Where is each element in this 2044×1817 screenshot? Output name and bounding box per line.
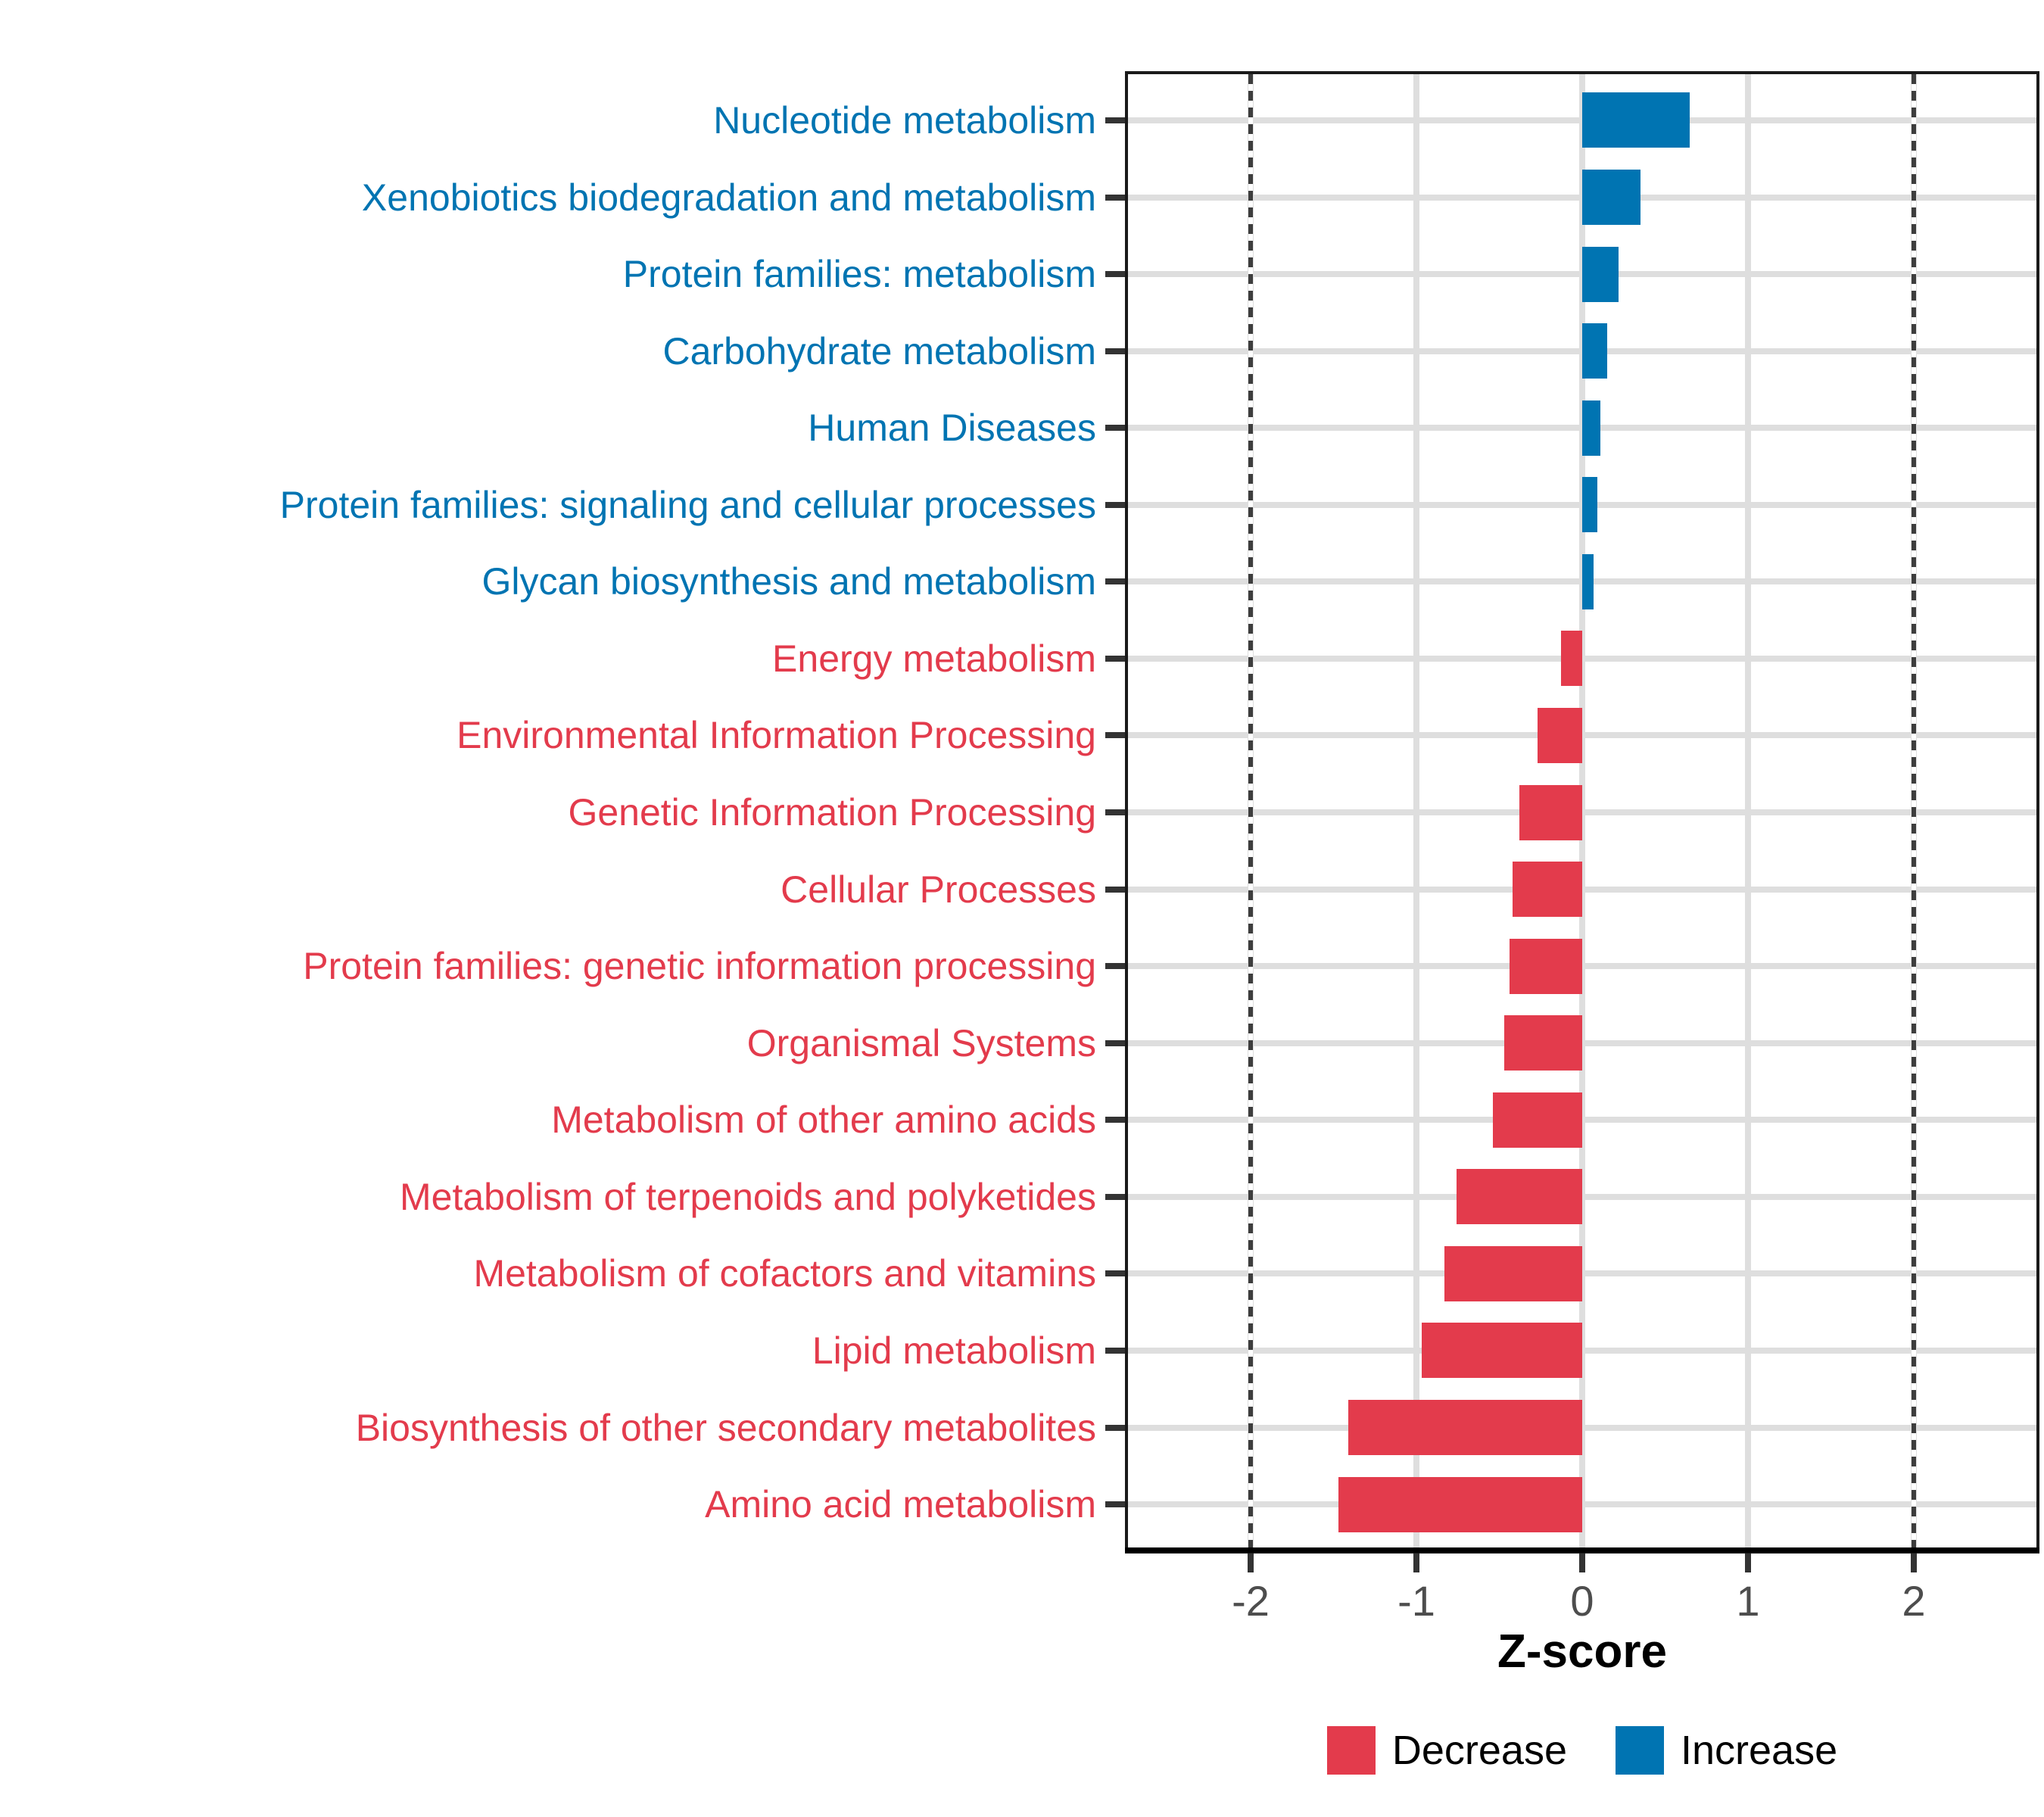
y-axis-tick <box>1105 1117 1128 1124</box>
bar <box>1519 784 1582 840</box>
dashed-reference-line <box>1911 74 1916 1551</box>
gridline-horizontal <box>1128 1347 2036 1354</box>
category-label: Human Diseases <box>808 407 1096 450</box>
y-axis-tick <box>1105 501 1128 508</box>
category-label: Protein families: signaling and cellular… <box>279 483 1096 526</box>
y-axis-tick <box>1105 732 1128 739</box>
bar <box>1444 1245 1582 1301</box>
y-axis-tick <box>1105 578 1128 585</box>
category-label: Glycan biosynthesis and metabolism <box>481 560 1097 603</box>
gridline-horizontal <box>1128 886 2036 893</box>
y-axis-tick <box>1105 655 1128 662</box>
gridline-horizontal <box>1128 1117 2036 1124</box>
y-axis-tick <box>1105 1039 1128 1046</box>
gridline-horizontal <box>1128 1193 2036 1200</box>
gridline-horizontal <box>1128 1270 2036 1277</box>
y-axis-tick <box>1105 1193 1128 1200</box>
bar <box>1338 1476 1582 1532</box>
gridline-horizontal <box>1128 963 2036 970</box>
category-label: Xenobiotics biodegradation and metabolis… <box>361 176 1096 219</box>
category-label: Metabolism of cofactors and vitamins <box>473 1252 1096 1295</box>
x-axis-title: Z-score <box>1497 1625 1667 1678</box>
bar <box>1582 246 1619 302</box>
category-label: Biosynthesis of other secondary metaboli… <box>355 1406 1096 1449</box>
legend-item-increase: Increase <box>1615 1726 1838 1775</box>
gridline-horizontal <box>1128 1424 2036 1431</box>
x-axis-tick <box>1579 1553 1585 1572</box>
category-label: Protein families: metabolism <box>622 253 1096 296</box>
category-label: Lipid metabolism <box>812 1329 1096 1372</box>
gridline-horizontal <box>1128 1039 2036 1046</box>
category-label: Genetic Information Processing <box>568 791 1096 834</box>
legend-label-increase: Increase <box>1680 1728 1838 1773</box>
y-axis-tick <box>1105 348 1128 354</box>
x-axis-tick <box>1744 1553 1751 1572</box>
y-axis-tick <box>1105 1424 1128 1431</box>
category-label: Metabolism of other amino acids <box>551 1099 1096 1142</box>
y-axis-tick <box>1105 963 1128 970</box>
category-label: Nucleotide metabolism <box>713 98 1096 142</box>
x-axis-line <box>1125 1547 2039 1553</box>
category-label: Metabolism of terpenoids and polyketides <box>400 1175 1096 1218</box>
y-axis-tick <box>1105 1347 1128 1354</box>
legend-swatch-decrease-icon <box>1326 1726 1376 1775</box>
gridline-horizontal <box>1128 732 2036 739</box>
y-axis-tick <box>1105 194 1128 201</box>
x-tick-label: 1 <box>1736 1577 1760 1625</box>
bar <box>1582 323 1607 379</box>
x-tick-label: 2 <box>1902 1577 1926 1625</box>
legend-label-decrease: Decrease <box>1391 1728 1567 1773</box>
category-label: Cellular Processes <box>781 868 1096 911</box>
bar <box>1456 1169 1582 1225</box>
bar <box>1504 1015 1582 1071</box>
y-axis-tick <box>1105 809 1128 815</box>
category-label: Carbohydrate metabolism <box>662 329 1097 372</box>
bar <box>1582 400 1601 456</box>
x-axis-tick <box>1910 1553 1917 1572</box>
y-axis-tick <box>1105 1270 1128 1277</box>
category-label: Environmental Information Processing <box>456 714 1096 757</box>
dashed-reference-line <box>1248 74 1254 1551</box>
legend-item-decrease: Decrease <box>1326 1726 1567 1775</box>
category-label: Protein families: genetic information pr… <box>303 945 1096 988</box>
bar <box>1560 631 1582 687</box>
category-label: Organismal Systems <box>746 1021 1096 1064</box>
bar <box>1513 862 1582 918</box>
bar <box>1509 938 1582 994</box>
y-axis-tick <box>1105 271 1128 278</box>
bar <box>1492 1092 1582 1148</box>
bar <box>1582 170 1640 225</box>
x-axis-tick <box>1413 1553 1420 1572</box>
bar <box>1582 477 1597 533</box>
y-axis-tick <box>1105 886 1128 893</box>
bar <box>1537 707 1582 763</box>
x-tick-label: -2 <box>1232 1577 1270 1625</box>
x-axis-tick <box>1248 1553 1254 1572</box>
gridline-horizontal <box>1128 655 2036 662</box>
gridline-horizontal <box>1128 1501 2036 1508</box>
bar <box>1348 1400 1582 1455</box>
y-axis-tick <box>1105 117 1128 123</box>
category-label: Amino acid metabolism <box>705 1483 1096 1526</box>
bar <box>1582 92 1690 148</box>
legend: Decrease Increase <box>1128 1720 2036 1781</box>
y-axis-tick <box>1105 1501 1128 1508</box>
bar <box>1582 553 1594 609</box>
gridline-horizontal <box>1128 809 2036 815</box>
x-tick-label: 0 <box>1570 1577 1594 1625</box>
y-axis-tick <box>1105 425 1128 432</box>
legend-swatch-increase-icon <box>1615 1726 1664 1775</box>
bar <box>1421 1323 1582 1379</box>
x-tick-label: -1 <box>1397 1577 1435 1625</box>
category-label: Energy metabolism <box>772 637 1096 680</box>
